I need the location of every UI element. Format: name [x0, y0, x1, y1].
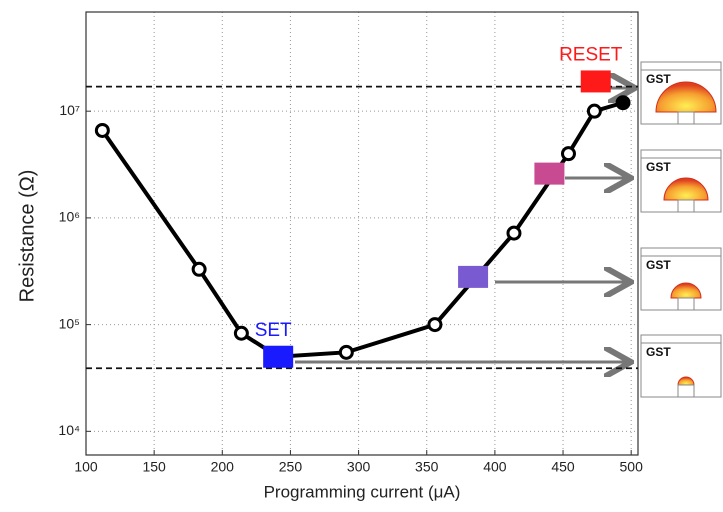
data-point: [586, 103, 602, 119]
panel-label: GST: [646, 72, 671, 86]
data-point: [338, 344, 354, 360]
plot-frame: [85, 11, 639, 456]
x-tick-label: 350: [415, 459, 439, 475]
data-point: [615, 95, 631, 111]
heater: [677, 297, 695, 311]
heater: [677, 111, 695, 125]
panels: GST GST GST GST: [640, 61, 722, 398]
x-tick-label: 100: [74, 459, 98, 475]
heater: [677, 199, 695, 213]
y-tick-label: 10⁷: [59, 102, 80, 118]
y-tick-label: 10⁴: [58, 422, 80, 438]
amorphous-dome: [670, 282, 702, 299]
state-marker: [458, 265, 489, 288]
state-marker: [534, 162, 565, 185]
x-axis-label: Programming current (μA): [264, 482, 461, 501]
x-tick-label: 400: [483, 459, 507, 475]
state-marker: [580, 70, 611, 93]
x-tick-label: 150: [142, 459, 166, 475]
data-point: [506, 225, 522, 241]
x-tick-label: 200: [211, 459, 235, 475]
x-tick-label: 450: [551, 459, 575, 475]
y-tick-label: 10⁶: [59, 209, 80, 225]
amorphous-dome: [655, 81, 717, 113]
amorphous-dome: [663, 177, 709, 201]
data-point: [427, 317, 443, 333]
panel-label: GST: [646, 258, 671, 272]
panel-label: GST: [646, 345, 671, 359]
x-tick-label: 500: [620, 459, 644, 475]
grid: [85, 12, 638, 455]
marker-label: RESET: [559, 44, 623, 65]
heater: [677, 384, 695, 398]
series-line: [100, 100, 624, 359]
y-axis-label: Resistance (Ω): [16, 170, 38, 303]
y-tick-label: 10⁵: [59, 315, 80, 331]
arrows: [295, 88, 632, 362]
panel-label: GST: [646, 160, 671, 174]
amorphous-dome: [677, 376, 695, 386]
x-tick-label: 300: [347, 459, 371, 475]
data-point: [191, 261, 207, 277]
state-marker: [263, 345, 294, 368]
data-point: [94, 122, 110, 138]
data-point: [560, 146, 576, 162]
marker-label: SET: [255, 320, 292, 341]
x-tick-label: 250: [279, 459, 303, 475]
data-point: [233, 325, 249, 341]
